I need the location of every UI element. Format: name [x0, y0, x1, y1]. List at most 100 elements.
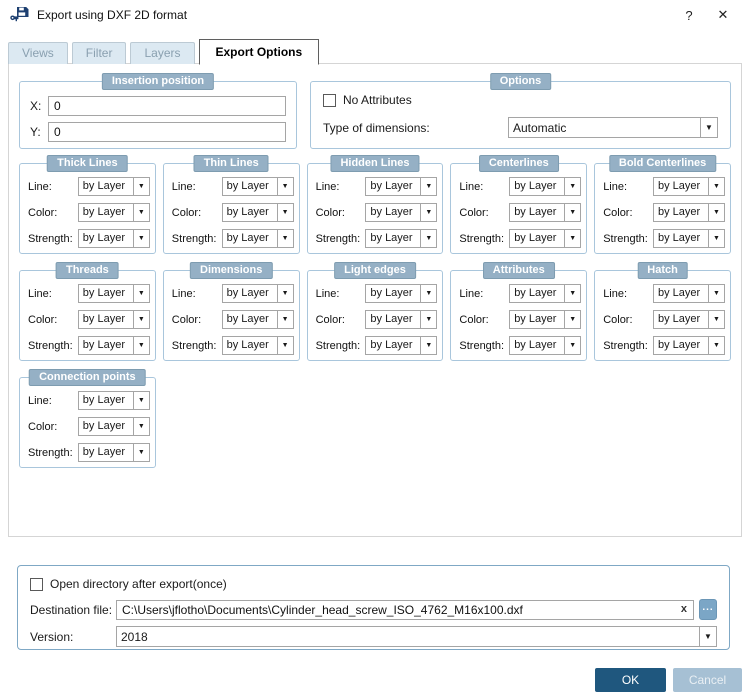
- strength-select[interactable]: by Layer ▼: [221, 336, 294, 355]
- chevron-down-icon[interactable]: ▼: [564, 337, 581, 354]
- line-select[interactable]: by Layer ▼: [77, 177, 150, 196]
- color-select[interactable]: by Layer ▼: [509, 310, 582, 329]
- chevron-down-icon[interactable]: ▼: [420, 337, 437, 354]
- chevron-down-icon[interactable]: ▼: [132, 444, 149, 461]
- y-input[interactable]: [48, 122, 286, 142]
- chevron-down-icon[interactable]: ▼: [132, 418, 149, 435]
- tab-layers[interactable]: Layers: [130, 42, 195, 64]
- line-style-group: Centerlines Line: by Layer ▼ Color: by L…: [450, 155, 588, 254]
- chevron-down-icon[interactable]: ▼: [420, 311, 437, 328]
- color-select[interactable]: by Layer ▼: [509, 203, 582, 222]
- chevron-down-icon[interactable]: ▼: [132, 230, 149, 247]
- version-select[interactable]: 2018 ▼: [116, 626, 717, 647]
- color-label: Color:: [603, 313, 633, 326]
- line-select[interactable]: by Layer ▼: [77, 391, 150, 410]
- chevron-down-icon[interactable]: ▼: [420, 204, 437, 221]
- chevron-down-icon[interactable]: ▼: [700, 118, 717, 137]
- group-title: Connection points: [29, 369, 146, 386]
- strength-select[interactable]: by Layer ▼: [509, 229, 582, 248]
- tab-filter[interactable]: Filter: [71, 42, 127, 64]
- line-select[interactable]: by Layer ▼: [77, 284, 150, 303]
- strength-select[interactable]: by Layer ▼: [221, 229, 294, 248]
- chevron-down-icon[interactable]: ▼: [707, 285, 724, 302]
- tab-views[interactable]: Views: [8, 42, 68, 64]
- strength-select[interactable]: by Layer ▼: [652, 336, 725, 355]
- strength-select[interactable]: by Layer ▼: [77, 443, 150, 462]
- strength-select[interactable]: by Layer ▼: [365, 336, 438, 355]
- strength-label: Strength:: [315, 339, 361, 352]
- chevron-down-icon[interactable]: ▼: [564, 230, 581, 247]
- chevron-down-icon[interactable]: ▼: [276, 285, 293, 302]
- color-select[interactable]: by Layer ▼: [365, 203, 438, 222]
- color-select[interactable]: by Layer ▼: [221, 310, 294, 329]
- chevron-down-icon[interactable]: ▼: [132, 204, 149, 221]
- strength-select[interactable]: by Layer ▼: [365, 229, 438, 248]
- chevron-down-icon[interactable]: ▼: [276, 204, 293, 221]
- chevron-down-icon[interactable]: ▼: [132, 392, 149, 409]
- combo-value: by Layer: [657, 180, 701, 192]
- strength-select[interactable]: by Layer ▼: [652, 229, 725, 248]
- title-bar: Export using DXF 2D format ? ✕: [0, 0, 750, 30]
- chevron-down-icon[interactable]: ▼: [707, 230, 724, 247]
- line-select[interactable]: by Layer ▼: [365, 177, 438, 196]
- window-title: Export using DXF 2D format: [37, 8, 188, 22]
- combo-value: Automatic: [513, 121, 567, 135]
- line-label: Line:: [603, 287, 628, 300]
- type-of-dimensions-select[interactable]: Automatic ▼: [508, 117, 718, 138]
- close-button[interactable]: ✕: [717, 7, 729, 22]
- chevron-down-icon[interactable]: ▼: [564, 311, 581, 328]
- combo-value: by Layer: [370, 287, 413, 299]
- line-select[interactable]: by Layer ▼: [509, 177, 582, 196]
- chevron-down-icon[interactable]: ▼: [564, 204, 581, 221]
- color-select[interactable]: by Layer ▼: [652, 310, 725, 329]
- destination-file-input[interactable]: [116, 599, 694, 620]
- line-select[interactable]: by Layer ▼: [221, 284, 294, 303]
- cancel-button[interactable]: Cancel: [673, 668, 742, 692]
- chevron-down-icon[interactable]: ▼: [276, 230, 293, 247]
- color-select[interactable]: by Layer ▼: [365, 310, 438, 329]
- color-select[interactable]: by Layer ▼: [77, 203, 150, 222]
- chevron-down-icon[interactable]: ▼: [420, 230, 437, 247]
- ok-button[interactable]: OK: [595, 668, 666, 692]
- chevron-down-icon[interactable]: ▼: [276, 311, 293, 328]
- color-select[interactable]: by Layer ▼: [77, 310, 150, 329]
- strength-select[interactable]: by Layer ▼: [509, 336, 582, 355]
- chevron-down-icon[interactable]: ▼: [132, 311, 149, 328]
- line-select[interactable]: by Layer ▼: [365, 284, 438, 303]
- tab-export-options[interactable]: Export Options: [198, 39, 320, 65]
- combo-value: by Layer: [514, 180, 557, 192]
- chevron-down-icon[interactable]: ▼: [420, 285, 437, 302]
- line-label: Line:: [28, 180, 52, 193]
- clear-input-icon[interactable]: x: [680, 602, 687, 615]
- chevron-down-icon[interactable]: ▼: [707, 337, 724, 354]
- color-select[interactable]: by Layer ▼: [221, 203, 294, 222]
- strength-select[interactable]: by Layer ▼: [77, 229, 150, 248]
- combo-value: by Layer: [514, 287, 557, 299]
- open-directory-checkbox[interactable]: [30, 577, 43, 591]
- strength-select[interactable]: by Layer ▼: [77, 336, 150, 355]
- insertion-position-group: Insertion position X: Y:: [19, 73, 297, 149]
- type-of-dimensions-label: Type of dimensions:: [323, 120, 430, 135]
- browse-button[interactable]: ...: [699, 599, 717, 620]
- chevron-down-icon[interactable]: ▼: [707, 311, 724, 328]
- no-attributes-checkbox[interactable]: [323, 93, 336, 107]
- line-select[interactable]: by Layer ▼: [509, 284, 582, 303]
- chevron-down-icon[interactable]: ▼: [132, 337, 149, 354]
- line-select[interactable]: by Layer ▼: [221, 177, 294, 196]
- color-select[interactable]: by Layer ▼: [77, 417, 150, 436]
- chevron-down-icon[interactable]: ▼: [699, 627, 716, 646]
- chevron-down-icon[interactable]: ▼: [276, 178, 293, 195]
- chevron-down-icon[interactable]: ▼: [564, 178, 581, 195]
- chevron-down-icon[interactable]: ▼: [707, 204, 724, 221]
- line-select[interactable]: by Layer ▼: [652, 177, 725, 196]
- chevron-down-icon[interactable]: ▼: [707, 178, 724, 195]
- chevron-down-icon[interactable]: ▼: [132, 178, 149, 195]
- chevron-down-icon[interactable]: ▼: [564, 285, 581, 302]
- color-select[interactable]: by Layer ▼: [652, 203, 725, 222]
- help-button[interactable]: ?: [685, 7, 693, 23]
- x-input[interactable]: [48, 96, 286, 116]
- line-select[interactable]: by Layer ▼: [652, 284, 725, 303]
- chevron-down-icon[interactable]: ▼: [276, 337, 293, 354]
- chevron-down-icon[interactable]: ▼: [420, 178, 437, 195]
- chevron-down-icon[interactable]: ▼: [132, 285, 149, 302]
